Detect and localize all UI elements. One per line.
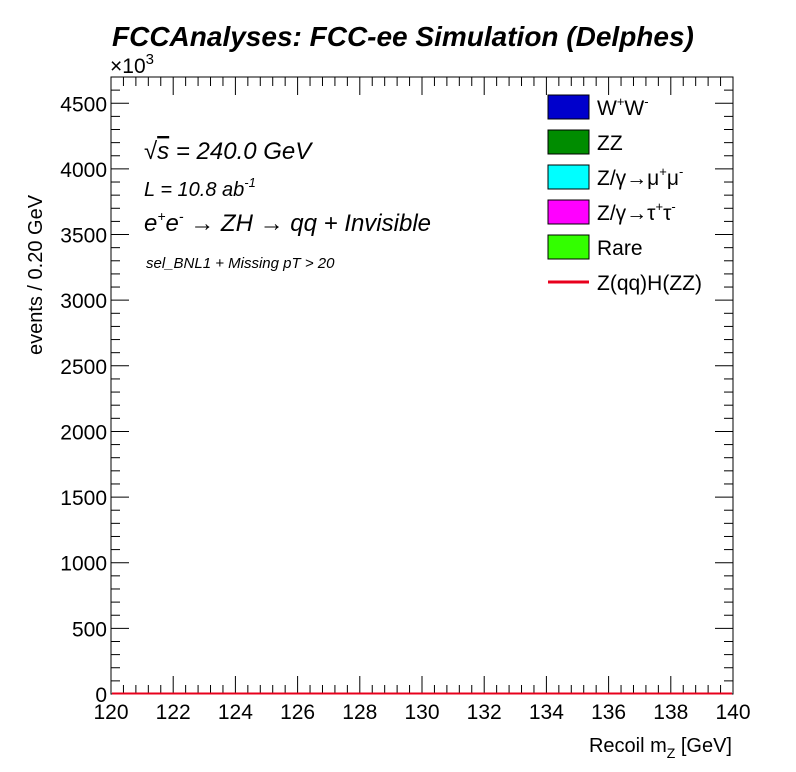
selection-annotation: sel_BNL1 + Missing pT > 20: [146, 255, 335, 272]
y-tick-label: 0: [95, 684, 107, 707]
y-tick-label: 2000: [60, 421, 107, 444]
x-tick-label: 128: [342, 701, 377, 724]
legend-label-w-w-: W+W-: [597, 94, 649, 120]
x-tick-label: 132: [467, 701, 502, 724]
x-tick-label: 134: [529, 701, 564, 724]
annotations: √s = 240.0 GeV L = 10.8 ab-1 e+e- → ZH →…: [144, 138, 431, 272]
x-tick-label: 124: [218, 701, 253, 724]
x-tick-label: 126: [280, 701, 315, 724]
lumi-annotation: L = 10.8 ab-1: [144, 175, 256, 201]
legend-label-rare: Rare: [597, 237, 643, 260]
y-tick-label: 4000: [60, 159, 107, 182]
y-tick-label: 3500: [60, 225, 107, 248]
chart-title: FCCAnalyses: FCC-ee Simulation (Delphes): [112, 21, 694, 52]
x-tick-label: 136: [591, 701, 626, 724]
y-tick-label: 4500: [60, 93, 107, 116]
x-axis: 120 122 124 126 128 130 132 134 136 138 140: [93, 77, 751, 724]
x-axis-label: Recoil mZ [GeV]: [589, 735, 732, 761]
sqrt-s-annotation: √s = 240.0 GeV: [144, 138, 313, 165]
legend-swatch-zz: [547, 129, 590, 155]
legend-swatch-w-w-: [547, 94, 590, 120]
x-tick-label: 120: [93, 701, 128, 724]
legend-label-z-: Z/γ→τ+τ-: [597, 199, 676, 225]
legend-label-zz: ZZ: [597, 132, 623, 155]
legend-swatch-z-: [547, 164, 590, 190]
y-tick-label: 1000: [60, 553, 107, 576]
y-axis-label: events / 0.20 GeV: [25, 194, 47, 355]
y-tick-label: 2500: [60, 356, 107, 379]
legend-label-z-qq-h-zz-: Z(qq)H(ZZ): [597, 272, 702, 295]
x-tick-label: 130: [404, 701, 439, 724]
legend: W+W- ZZ Z/γ→μ+μ- Z/γ→τ+τ- Rare Z(qq)H(ZZ): [547, 94, 702, 295]
legend-swatch-z-: [547, 199, 590, 225]
legend-label-z-: Z/γ→μ+μ-: [597, 164, 683, 190]
y-tick-label: 500: [72, 618, 107, 641]
process-annotation: e+e- → ZH → qq + Invisible: [144, 208, 431, 237]
y-tick-label: 1500: [60, 487, 107, 510]
y-exponent-label: ×103: [110, 51, 154, 78]
x-tick-label: 140: [715, 701, 750, 724]
y-tick-label: 3000: [60, 290, 107, 313]
legend-swatch-rare: [547, 234, 590, 260]
x-tick-label: 122: [156, 701, 191, 724]
x-tick-label: 138: [653, 701, 688, 724]
